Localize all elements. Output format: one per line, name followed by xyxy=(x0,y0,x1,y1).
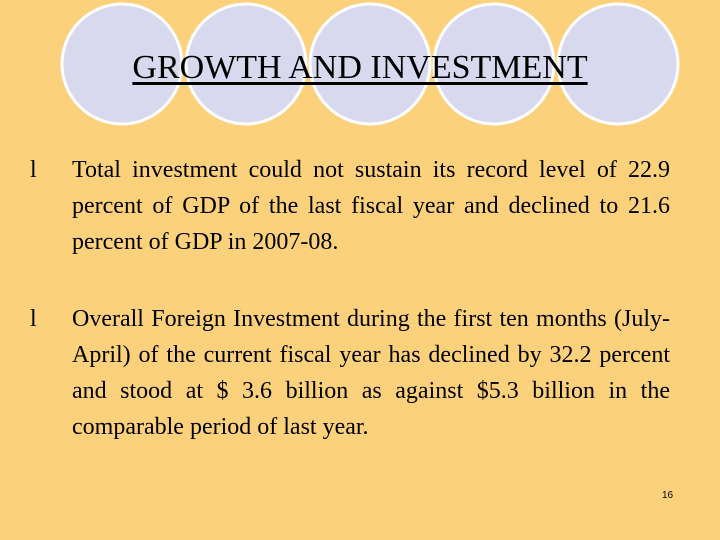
page-number: 16 xyxy=(662,490,674,501)
bullet-marker: l xyxy=(30,306,37,332)
bullet-text: Total investment could not sustain its r… xyxy=(72,157,670,255)
circle xyxy=(184,2,308,126)
title: GROWTH AND INVESTMENT xyxy=(132,49,588,86)
circle xyxy=(432,2,556,126)
circle xyxy=(60,2,184,126)
circle xyxy=(556,2,680,126)
circle xyxy=(308,2,432,126)
bullet-text: Overall Foreign Investment during the fi… xyxy=(72,306,670,440)
bullet: l Overall Foreign Investment during the … xyxy=(30,301,670,445)
decoration xyxy=(60,2,680,126)
bullet-marker: l xyxy=(30,157,37,183)
bullet: l Total investment could not sustain its… xyxy=(30,152,670,260)
